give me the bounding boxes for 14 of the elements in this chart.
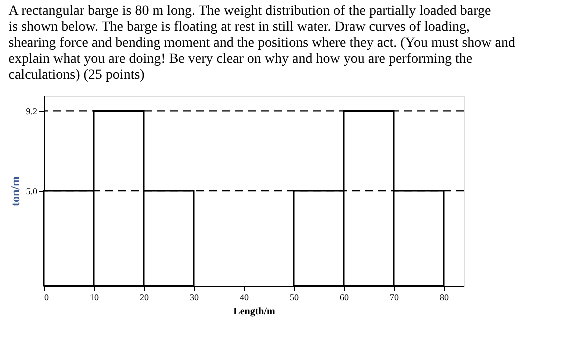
x-tick-label: 80	[440, 292, 450, 302]
x-tick-label: 50	[290, 292, 300, 302]
x-tick-label: 20	[140, 292, 150, 302]
x-tick-label: 0	[44, 292, 50, 302]
y-tick-label: 9.2	[26, 106, 38, 117]
x-tick-label: 70	[390, 292, 400, 302]
x-tick-label: 10	[90, 292, 100, 302]
x-tick-label: 40	[240, 292, 250, 302]
chart-title: A rectangular barge is 80 m long. The weight distribution of the partially loaded barge is shown below. The barge is floating at rest in still water. Draw curves of loading, shearing force and bending moment and the positions where they act. (You must show and explain what you are doing! Be very clear on why and how you are performing the calculations) (25 points)	[8, 4, 516, 83]
x-axis-title: Length/m	[234, 306, 276, 318]
x-tick-label: 30	[190, 292, 200, 302]
y-axis-title: ton/m	[8, 176, 22, 206]
y-tick-label: 5.0	[26, 186, 38, 196]
x-tick-label: 60	[340, 292, 350, 302]
